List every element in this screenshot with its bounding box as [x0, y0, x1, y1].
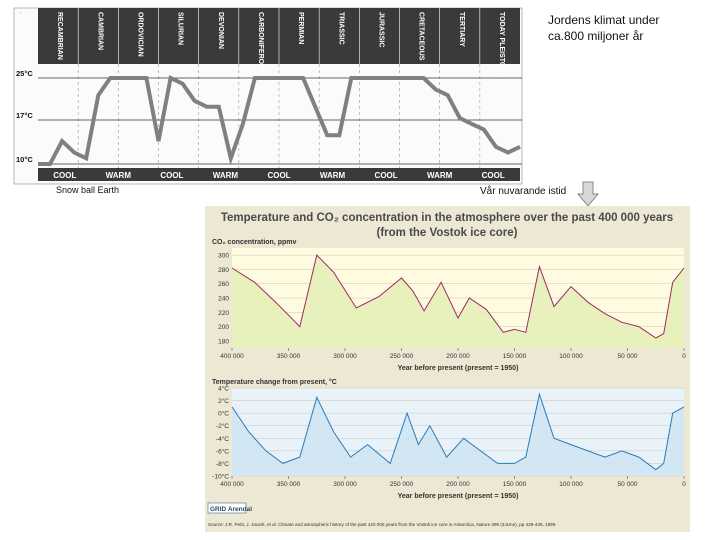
snowball-caption: Snow ball Earth [56, 185, 120, 195]
temp-x-ticks: 400 000 350 000 300 000 250 000 200 000 150 0… [220, 476, 686, 488]
y-tick-label: 200 [218, 324, 229, 331]
geo-y-tick: 17°C [16, 111, 33, 120]
x-tick-label: 400 000 [220, 481, 244, 488]
temperature-axis-label: Temperature change from present, °C [212, 378, 337, 386]
geo-climate-band-label: COOL [53, 171, 76, 180]
x-tick-label: 0 [682, 353, 686, 360]
co2-x-ticks: 400 000 350 000 300 000 250 000 200 000 150 0… [220, 348, 686, 360]
geo-period-label: DEVONIAN [217, 12, 224, 49]
temp-y-ticks: 4°C 2°C 0°C -2°C -4°C -6°C -8°C -10°C [212, 385, 229, 481]
geo-climate-band [38, 168, 520, 181]
x-tick-label: 50 000 [618, 481, 638, 488]
grid-arendal-logo [207, 502, 247, 514]
co2-y-ticks: 300 280 260 240 220 200 180 [218, 253, 229, 346]
geo-period-dividers [77, 8, 481, 168]
slide-title: Jordens klimat under ca.800 miljoner år [548, 12, 659, 44]
co2-axis-label: CO₂ concentration, ppmv [212, 239, 297, 246]
geo-climate-band-label: COOL [375, 171, 398, 180]
x-tick-label: 200 000 [446, 353, 470, 360]
x-tick-label: 300 000 [333, 353, 357, 360]
x-tick-label: 350 000 [277, 481, 301, 488]
x-tick-label: 250 000 [390, 353, 414, 360]
down-arrow-icon [576, 181, 600, 207]
geo-climate-band-label: WARM [427, 171, 453, 180]
temperature-panel: Temperature change from present, °C 4°C 2… [212, 378, 686, 500]
geo-period-label: CAMBRIAN [96, 12, 103, 50]
co2-series-line [231, 254, 685, 339]
x-tick-label: 0 [682, 481, 686, 488]
y-tick-label: 260 [218, 281, 229, 288]
geo-climate-band-label: WARM [213, 171, 239, 180]
geo-period-label: ORDOVICIAN [136, 12, 143, 57]
geo-period-label: TODAY PLEISTOCENE [498, 12, 505, 87]
x-tick-label: 200 000 [446, 481, 470, 488]
present-caption: Vår nuvarande istid [480, 186, 567, 197]
geo-period-label: TRIASSIC [337, 12, 344, 45]
slide-title-line2: ca.800 miljoner år [548, 29, 644, 43]
co2-area [232, 255, 684, 348]
geo-period-labels: RECAMBRIAN CAMBRIAN ORDOVICIAN SILURIAN DEVO… [56, 12, 505, 87]
temp-area [232, 394, 684, 476]
geo-period-label: CRETACEOUS [418, 12, 425, 61]
geo-source-text: . [18, 12, 24, 14]
geo-period-label: TERTIARY [458, 12, 465, 47]
y-tick-label: 0°C [218, 410, 229, 418]
geo-y-ticks: 25°C 17°C 10°C [16, 69, 33, 164]
y-tick-label: -6°C [216, 447, 229, 455]
y-tick-label: 220 [218, 310, 229, 317]
y-tick-label: 280 [218, 267, 229, 274]
geo-period-label: RECAMBRIAN [56, 12, 63, 60]
x-tick-label: 50 000 [618, 353, 638, 360]
y-tick-label: -10°C [212, 473, 229, 481]
geologic-climate-chart: RECAMBRIAN CAMBRIAN ORDOVICIAN SILURIAN DEVO… [13, 7, 523, 185]
y-tick-label: -8°C [216, 460, 229, 468]
y-tick-label: 4°C [218, 385, 229, 393]
slide-title-line1: Jordens klimat under [548, 13, 660, 27]
geo-y-tick: 10°C [16, 155, 33, 164]
x-tick-label: 250 000 [390, 481, 414, 488]
x-tick-label: 350 000 [277, 353, 301, 360]
geo-climate-band-label: WARM [106, 171, 132, 180]
x-tick-label: 400 000 [220, 353, 244, 360]
geo-period-label: CARBONIFEROUS [257, 12, 264, 74]
grid-arendal-logo-text: GRID Arendal [210, 506, 252, 513]
co2-panel: CO₂ concentration, ppmv 300 280 260 240 220 2… [212, 239, 686, 372]
y-tick-label: 180 [218, 338, 229, 345]
source-citation: Source: J.R. Petit, J. Jouzel, et al. Cl… [208, 522, 557, 527]
vostok-subtitle: (from the Vostok ice core) [376, 227, 517, 239]
geo-temperature-curve [38, 75, 521, 166]
geo-climate-band-label: COOL [482, 171, 505, 180]
x-tick-label: 100 000 [559, 481, 583, 488]
y-tick-label: 300 [218, 253, 229, 260]
vostok-title: Temperature and CO₂ concentration in the… [221, 212, 673, 224]
geo-period-label: JURASSIC [377, 12, 384, 47]
x-tick-label: 100 000 [559, 353, 583, 360]
geo-climate-band-label: COOL [267, 171, 290, 180]
temp-series-line [231, 392, 685, 471]
x-tick-label: 300 000 [333, 481, 357, 488]
geo-period-label: SILURIAN [177, 12, 184, 45]
co2-x-axis-label: Year before present (present = 1950) [398, 365, 519, 372]
geo-climate-band-label: COOL [160, 171, 183, 180]
vostok-chart: Temperature and CO₂ concentration in the… [205, 206, 690, 532]
geo-climate-band-label: WARM [320, 171, 346, 180]
y-tick-label: -2°C [216, 422, 229, 430]
x-tick-label: 150 000 [503, 353, 527, 360]
y-tick-label: 2°C [218, 397, 229, 405]
geo-period-label: PERMIAN [297, 12, 304, 44]
y-tick-label: 240 [218, 296, 229, 303]
temp-x-axis-label: Year before present (present = 1950) [398, 493, 519, 500]
y-tick-label: -4°C [216, 435, 229, 443]
geo-y-tick: 25°C [16, 69, 33, 78]
x-tick-label: 150 000 [503, 481, 527, 488]
geo-climate-band-labels: COOL WARM COOL WARM COOL WARM COOL WARM COOL [53, 171, 505, 180]
